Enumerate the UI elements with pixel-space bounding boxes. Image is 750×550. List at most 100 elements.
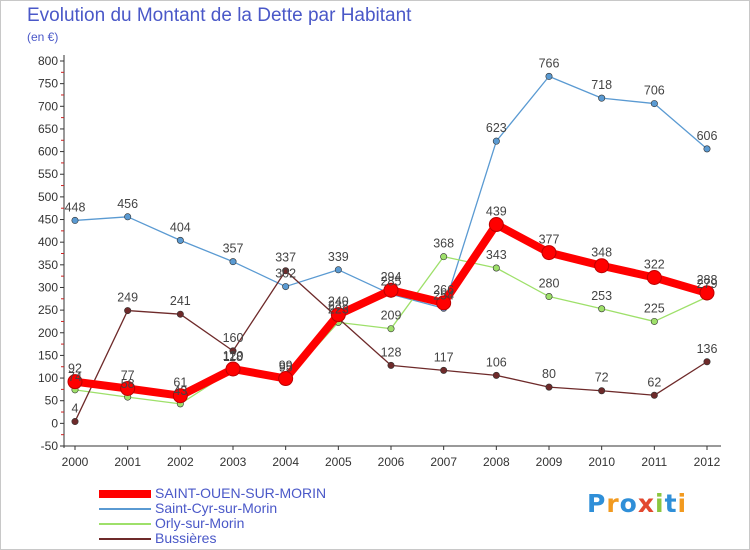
series-point (334, 266, 342, 274)
data-label: 95 (279, 360, 293, 374)
y-tick-label: 500 (38, 190, 58, 204)
y-tick-label: 600 (38, 145, 58, 159)
series-point (229, 258, 237, 266)
series-point (703, 145, 711, 153)
logo-letter: o (619, 489, 638, 518)
series-point (124, 307, 132, 315)
data-label: 288 (697, 273, 718, 287)
y-tick-label: 350 (38, 258, 58, 272)
series-point (541, 245, 557, 261)
logo-letter: r (606, 489, 620, 518)
x-tick-label: 2000 (62, 455, 89, 469)
legend-swatch (99, 490, 151, 498)
x-tick-label: 2008 (483, 455, 510, 469)
data-label: 456 (117, 197, 138, 211)
logo-letter: x (637, 489, 655, 518)
proxiti-logo: Proxiti (587, 489, 687, 518)
series-point (176, 236, 184, 244)
data-label: 718 (591, 78, 612, 92)
series-point (699, 285, 715, 301)
x-tick-label: 2007 (430, 455, 457, 469)
data-label: 285 (381, 274, 402, 288)
x-tick-label: 2001 (114, 455, 141, 469)
series-point (703, 358, 711, 366)
series-point (650, 100, 658, 108)
y-tick-label: 800 (38, 54, 58, 68)
data-label: 92 (68, 362, 82, 376)
legend-label: SAINT-OUEN-SUR-MORIN (155, 485, 327, 501)
data-label: 439 (486, 205, 507, 219)
logo-letter: P (587, 489, 607, 518)
data-label: 225 (644, 301, 665, 315)
series-point (229, 347, 237, 355)
data-label: 58 (121, 377, 135, 391)
data-label: 160 (223, 331, 244, 345)
series-point (440, 366, 448, 374)
x-tick-label: 2005 (325, 455, 352, 469)
series-point (278, 371, 294, 387)
data-label: 404 (170, 220, 191, 234)
y-tick-label: 650 (38, 122, 58, 136)
logo-letter: t (664, 489, 678, 518)
data-label: 606 (697, 129, 718, 143)
data-label: 294 (381, 270, 402, 284)
series-point (492, 371, 500, 379)
logo-letter: i (655, 489, 665, 518)
series-point (225, 361, 241, 377)
data-label: 249 (117, 291, 138, 305)
y-tick-label: 450 (38, 213, 58, 227)
series-point (120, 380, 136, 396)
series-point (383, 282, 399, 298)
data-label: 302 (275, 267, 296, 281)
legend-swatch (99, 538, 151, 540)
data-label: 343 (486, 248, 507, 262)
data-label: 253 (591, 289, 612, 303)
data-label: 348 (591, 246, 612, 260)
x-tick-label: 2010 (588, 455, 615, 469)
series-point (545, 383, 553, 391)
data-label: 99 (279, 359, 293, 373)
y-tick-label: 550 (38, 167, 58, 181)
series-point (387, 361, 395, 369)
data-label: 118 (223, 350, 243, 364)
legend-label: Orly-sur-Morin (155, 515, 245, 531)
data-label: 62 (647, 375, 661, 389)
legend-label: Bussières (155, 530, 217, 546)
series-point (646, 270, 662, 286)
data-label: 209 (381, 309, 402, 323)
chart-title: Evolution du Montant de la Dette par Hab… (27, 5, 412, 26)
series-point (282, 283, 290, 291)
series-point (594, 258, 610, 274)
y-tick-label: 0 (51, 416, 58, 430)
data-label: 106 (486, 355, 507, 369)
data-label: 72 (595, 371, 609, 385)
y-tick-label: 400 (38, 235, 58, 249)
y-tick-label: 300 (38, 280, 58, 294)
data-label: 80 (542, 367, 556, 381)
data-label: 240 (328, 295, 349, 309)
data-label: 322 (644, 258, 665, 272)
series-point (67, 374, 83, 390)
chart-unit-label: (en €) (27, 30, 59, 44)
series-point (598, 387, 606, 395)
logo-letter: i (677, 489, 688, 518)
data-label: 377 (539, 233, 560, 247)
x-tick-label: 2004 (272, 455, 299, 469)
series-point (387, 325, 395, 333)
series-point (172, 388, 188, 404)
data-label: 61 (173, 376, 187, 390)
y-tick-label: 200 (38, 326, 58, 340)
legend-swatch (99, 508, 151, 510)
series-point (598, 94, 606, 102)
data-label: 128 (381, 345, 402, 359)
data-label: 43 (173, 384, 187, 398)
data-label: 280 (539, 277, 560, 291)
legend-swatch (99, 523, 151, 525)
data-label: 448 (65, 200, 86, 214)
series-point (545, 293, 553, 301)
series-point (282, 267, 290, 275)
x-tick-label: 2011 (641, 455, 667, 469)
series-point (124, 213, 132, 221)
data-label: 241 (170, 294, 191, 308)
